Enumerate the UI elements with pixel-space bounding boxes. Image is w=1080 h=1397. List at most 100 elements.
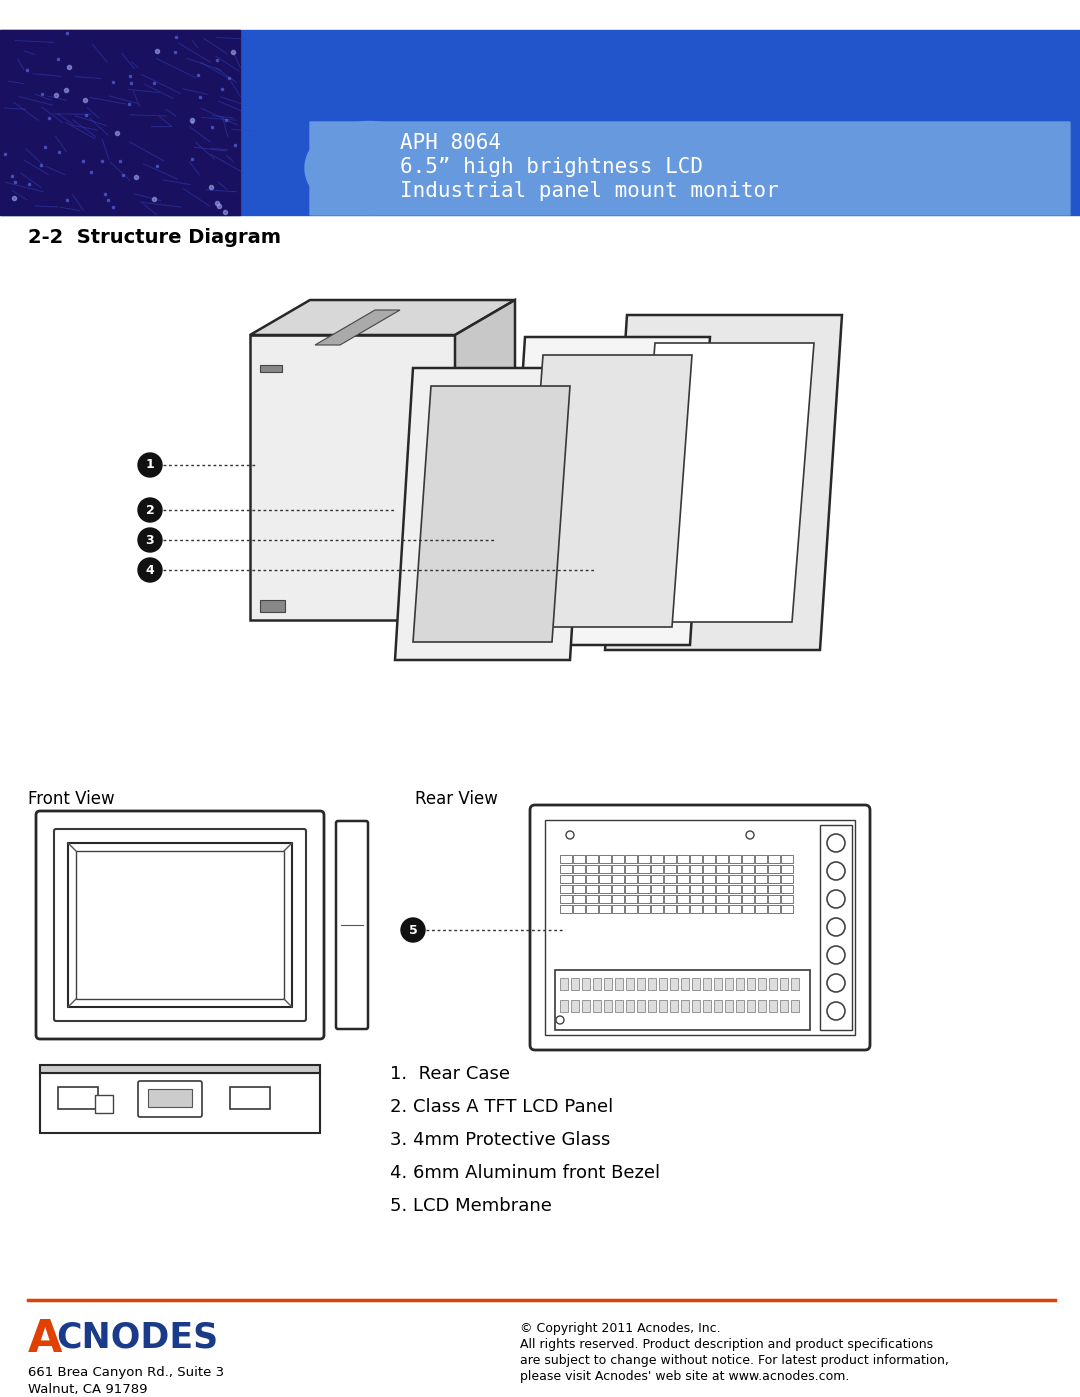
- Circle shape: [138, 453, 162, 476]
- Circle shape: [138, 497, 162, 522]
- Bar: [0, 29, 1080, 215]
- Bar: [599, 865, 611, 873]
- Bar: [716, 905, 728, 914]
- Bar: [571, 978, 579, 990]
- Bar: [703, 978, 711, 990]
- Bar: [625, 886, 637, 893]
- Bar: [716, 895, 728, 902]
- Bar: [729, 855, 741, 863]
- Text: 3: 3: [146, 534, 154, 546]
- Bar: [659, 978, 667, 990]
- Bar: [586, 865, 598, 873]
- Bar: [716, 886, 728, 893]
- Bar: [670, 1000, 678, 1011]
- Circle shape: [746, 831, 754, 840]
- Bar: [260, 365, 282, 372]
- Circle shape: [827, 890, 845, 908]
- Bar: [586, 895, 598, 902]
- Bar: [703, 886, 715, 893]
- Polygon shape: [395, 367, 588, 659]
- Bar: [561, 1000, 568, 1011]
- Bar: [582, 1000, 590, 1011]
- Bar: [573, 905, 585, 914]
- Bar: [573, 886, 585, 893]
- Bar: [755, 905, 767, 914]
- Bar: [729, 905, 741, 914]
- Bar: [716, 855, 728, 863]
- Bar: [230, 1087, 270, 1109]
- Text: A: A: [28, 1317, 63, 1361]
- Text: All rights reserved. Product description and product specifications: All rights reserved. Product description…: [519, 1338, 933, 1351]
- Bar: [781, 865, 793, 873]
- Bar: [690, 855, 702, 863]
- FancyBboxPatch shape: [336, 821, 368, 1030]
- Bar: [68, 842, 292, 1007]
- Bar: [651, 865, 663, 873]
- Bar: [716, 865, 728, 873]
- Bar: [664, 865, 676, 873]
- Bar: [747, 1000, 755, 1011]
- Bar: [651, 905, 663, 914]
- Text: 1: 1: [146, 458, 154, 472]
- Bar: [742, 886, 754, 893]
- Bar: [0, 29, 240, 215]
- Bar: [703, 865, 715, 873]
- Bar: [768, 865, 780, 873]
- Text: APH 8064: APH 8064: [400, 133, 501, 154]
- Bar: [755, 865, 767, 873]
- Bar: [638, 905, 650, 914]
- Bar: [677, 895, 689, 902]
- Polygon shape: [633, 344, 814, 622]
- Bar: [638, 865, 650, 873]
- Circle shape: [827, 834, 845, 852]
- Bar: [58, 1087, 98, 1109]
- Bar: [561, 905, 572, 914]
- Bar: [625, 855, 637, 863]
- Bar: [586, 905, 598, 914]
- Bar: [703, 895, 715, 902]
- Text: CNODES: CNODES: [56, 1322, 218, 1355]
- Bar: [735, 1000, 744, 1011]
- Circle shape: [827, 918, 845, 936]
- Bar: [768, 886, 780, 893]
- Circle shape: [138, 557, 162, 583]
- Circle shape: [401, 918, 426, 942]
- Bar: [690, 865, 702, 873]
- Bar: [729, 865, 741, 873]
- Bar: [625, 905, 637, 914]
- Bar: [586, 855, 598, 863]
- Text: Industrial panel mount monitor: Industrial panel mount monitor: [400, 182, 779, 201]
- Bar: [571, 1000, 579, 1011]
- Bar: [638, 886, 650, 893]
- Text: Front View: Front View: [28, 789, 114, 807]
- Bar: [561, 886, 572, 893]
- Text: 3. 4mm Protective Glass: 3. 4mm Protective Glass: [390, 1132, 610, 1148]
- Text: 4: 4: [146, 563, 154, 577]
- Circle shape: [566, 831, 573, 840]
- Bar: [677, 875, 689, 883]
- Bar: [95, 1095, 113, 1113]
- Text: please visit Acnodes' web site at www.acnodes.com.: please visit Acnodes' web site at www.ac…: [519, 1370, 849, 1383]
- Bar: [664, 895, 676, 902]
- Bar: [664, 875, 676, 883]
- Text: 4. 6mm Aluminum front Bezel: 4. 6mm Aluminum front Bezel: [390, 1164, 660, 1182]
- Polygon shape: [315, 310, 400, 345]
- Bar: [758, 1000, 766, 1011]
- Bar: [677, 855, 689, 863]
- Bar: [604, 1000, 612, 1011]
- Bar: [747, 978, 755, 990]
- Bar: [561, 855, 572, 863]
- Text: 2-2  Structure Diagram: 2-2 Structure Diagram: [28, 228, 281, 247]
- Bar: [781, 895, 793, 902]
- Bar: [742, 875, 754, 883]
- Bar: [637, 978, 645, 990]
- Bar: [625, 865, 637, 873]
- Bar: [758, 978, 766, 990]
- Bar: [681, 1000, 689, 1011]
- Bar: [742, 865, 754, 873]
- Bar: [561, 895, 572, 902]
- Bar: [573, 855, 585, 863]
- Bar: [561, 865, 572, 873]
- Polygon shape: [249, 335, 455, 620]
- Bar: [612, 855, 624, 863]
